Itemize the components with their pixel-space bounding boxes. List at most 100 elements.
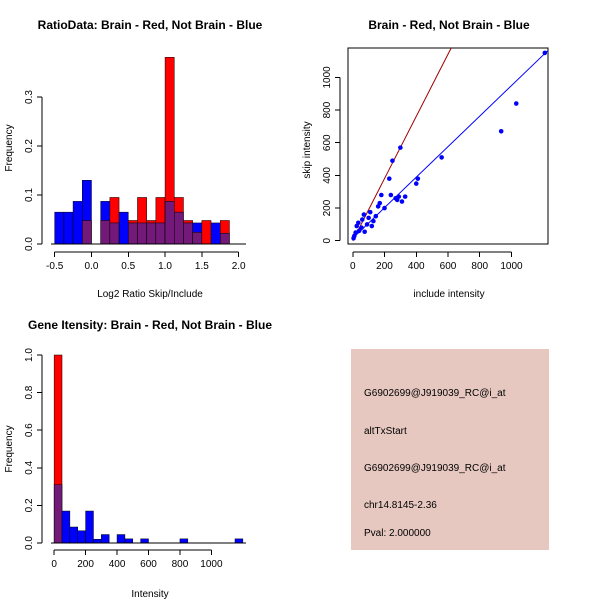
scatter-point [542,50,548,56]
blue-bar [72,201,83,245]
scatter-point [367,209,373,215]
y-tick-label: 1.0 [24,348,35,362]
scatter-point [390,158,395,163]
overlap-bar [100,220,111,245]
scatter-plot-box [347,47,549,245]
overlap-bar [164,201,175,245]
intensity-histogram-x-axis: 0 200 400 600 800 1000 [51,549,223,570]
scatter-point [359,217,365,222]
scatter-point [356,228,362,234]
x-tick-label: 0 [350,261,356,272]
y-tick-label: 400 [322,167,333,184]
ratio-histogram-xlabel: Log2 Ratio Skip/Include [97,289,203,300]
overlap-bar [82,220,92,245]
x-tick-label: 1.0 [158,261,172,272]
intensity-histogram-ylabel: Frequency [4,425,15,472]
blue-fit-line [352,50,549,239]
scatter-point [359,225,364,230]
scatter-point [353,230,358,235]
y-tick-label: 0.1 [24,188,35,202]
scatter-title: Brain - Red, Not Brain - Blue [368,18,530,32]
blue-bar [140,538,149,544]
scatter-xlabel: include intensity [413,289,484,300]
x-tick-label: 800 [172,559,189,570]
info-probe-id-2: G6902699@J919039_RC@i_at [364,463,506,474]
scatter-point [498,129,504,134]
intensity-histogram-panel: Gene Itensity: Brain - Red, Not Brain - … [4,318,272,600]
x-tick-label: 200 [376,261,393,272]
intensity-histogram-bars [53,354,244,544]
info-probe-id: G6902699@J919039_RC@i_at [364,388,506,399]
y-tick-label: 0.6 [24,423,35,437]
blue-bar [124,538,134,544]
scatter-fit-lines [352,47,549,241]
ratio-histogram-ylabel: Frequency [4,124,15,171]
scatter-panel: Brain - Red, Not Brain - Blue 0 200 400 600… [302,18,549,300]
blue-bar [63,211,74,245]
blue-bar [61,510,71,544]
y-tick-label: 200 [322,199,333,216]
overlap-bar [155,222,166,245]
ratio-histogram-y-axis: 0.0 0.1 0.2 0.3 [24,90,43,251]
blue-bar [234,538,244,544]
y-tick-label: 0.2 [24,498,35,512]
scatter-point [388,192,394,198]
x-tick-label: 200 [77,559,94,570]
intensity-histogram-title: Gene Itensity: Brain - Red, Not Brain - … [28,318,272,332]
overlap-bar [219,232,230,245]
ratio-histogram-panel: RatioData: Brain - Red, Not Brain - Blue… [4,18,263,300]
blue-bar [179,538,189,544]
overlap-bar [183,222,193,245]
overlap-bar [174,211,184,245]
x-tick-label: -0.5 [46,261,64,272]
blue-bar [85,510,94,544]
info-location: chr14.8145-2.36 [364,500,437,511]
x-tick-label: 0.0 [85,261,99,272]
scatter-ylabel: skip intensity [302,121,313,178]
scatter-point [439,155,444,160]
y-tick-label: 0.8 [24,385,35,399]
scatter-point [379,192,384,198]
x-tick-label: 600 [440,261,457,272]
scatter-point [362,229,367,235]
info-pval: Pval: 2.000000 [364,528,431,539]
scatter-point [386,176,392,181]
red-bar [201,220,212,245]
scatter-x-axis: 0 200 400 600 800 1000 [350,251,523,272]
overlap-bar [137,222,147,245]
y-tick-label: 0.0 [24,536,35,550]
overlap-bar [53,484,63,544]
x-tick-label: 0 [51,559,57,570]
x-tick-label: 400 [109,559,126,570]
scatter-point [513,101,519,106]
scatter-y-axis: 0 200 400 600 800 1000 [322,66,341,244]
y-tick-label: 0.4 [24,460,35,474]
scatter-point [402,194,408,199]
ratio-histogram-title: RatioData: Brain - Red, Not Brain - Blue [38,18,263,32]
scatter-point [399,199,405,204]
y-tick-label: 600 [322,134,333,151]
blue-bar [54,211,65,245]
overlap-bar [109,222,120,245]
x-tick-label: 1.5 [195,261,209,272]
y-tick-label: 0.2 [24,139,35,153]
blue-bar [69,526,78,544]
y-tick-label: 0.0 [24,237,35,251]
blue-bar [118,211,129,245]
scatter-point [398,145,403,150]
info-panel: G6902699@J919039_RC@i_at altTxStart G690… [351,349,549,550]
blue-bar [101,534,110,544]
scatter-point [356,220,361,226]
scatter-point [366,215,371,221]
scatter-points [351,50,548,241]
scatter-point [364,222,370,227]
y-tick-label: 1000 [322,66,333,89]
overlap-bar [192,231,203,245]
blue-bar [93,538,102,544]
x-tick-label: 1000 [500,261,523,272]
scatter-point [369,223,375,229]
info-panel-background [351,349,549,550]
x-tick-label: 400 [408,261,425,272]
